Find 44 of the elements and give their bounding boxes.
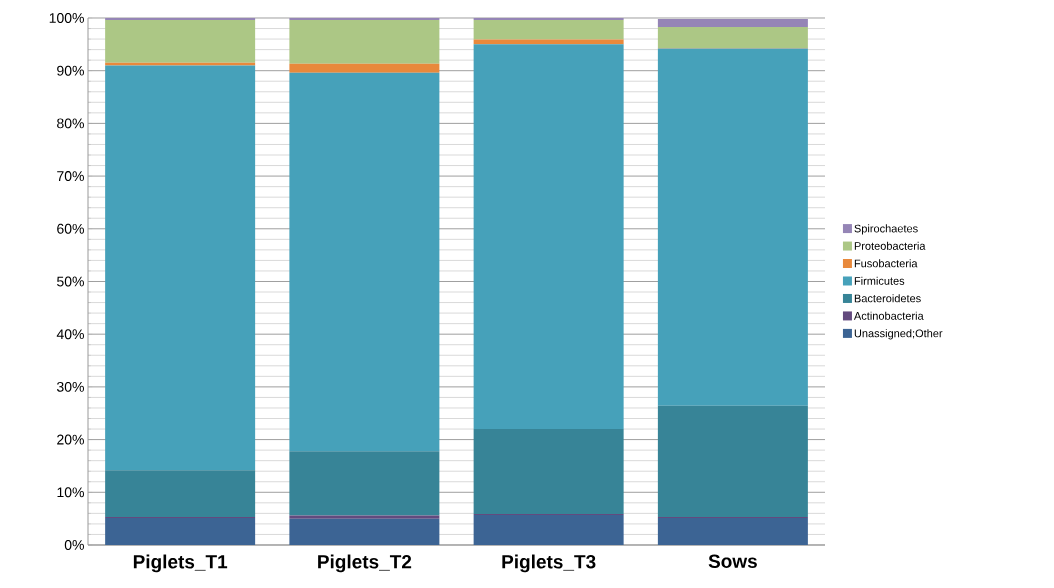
bar [657, 405, 808, 518]
y-tick-label: 50% [57, 276, 84, 287]
bar [473, 514, 624, 545]
bar [105, 20, 256, 63]
y-tick-label: 70% [57, 171, 84, 182]
bar [657, 48, 808, 406]
bar [105, 518, 256, 545]
legend-label: Fusobacteria [854, 259, 918, 268]
y-tick-label: 90% [57, 65, 84, 76]
x-tick-label: Sows [708, 554, 757, 568]
bar [657, 518, 808, 545]
y-tick-label: 100% [49, 13, 84, 23]
bar [473, 429, 624, 514]
y-tick-label: 40% [56, 329, 84, 340]
bar [289, 515, 440, 519]
bar [657, 19, 808, 27]
bar [289, 20, 440, 64]
y-tick-label: 20% [57, 434, 84, 445]
bar [473, 44, 624, 430]
legend-label: Firmicutes [854, 276, 905, 285]
legend-label: Actinobacteria [853, 311, 924, 320]
bar [289, 518, 440, 545]
bar [289, 72, 440, 452]
bar [105, 470, 256, 518]
y-tick-label: 60% [57, 223, 84, 234]
x-tick-label: Piglets_T3 [502, 554, 596, 573]
y-tick-label: 10% [57, 487, 84, 498]
x-tick-label: Piglets_T2 [318, 554, 412, 573]
bar [473, 20, 624, 40]
legend-label: Bacteroidetes [854, 294, 921, 303]
x-tick-label: Piglets_T1 [133, 554, 228, 573]
bar [473, 17, 624, 21]
legend-label: Unassigned;Other [854, 329, 943, 340]
legend-label: Spirochaetes [854, 224, 918, 235]
legend-label: Proteobacteria [854, 241, 926, 250]
bar [289, 451, 440, 516]
bar [657, 26, 808, 49]
bar [105, 17, 256, 21]
y-tick-label: 80% [57, 118, 84, 129]
y-tick-label: 0% [64, 540, 84, 550]
bar [105, 65, 256, 471]
y-tick-label: 30% [56, 381, 84, 392]
bar [289, 63, 440, 73]
bar [289, 17, 440, 21]
